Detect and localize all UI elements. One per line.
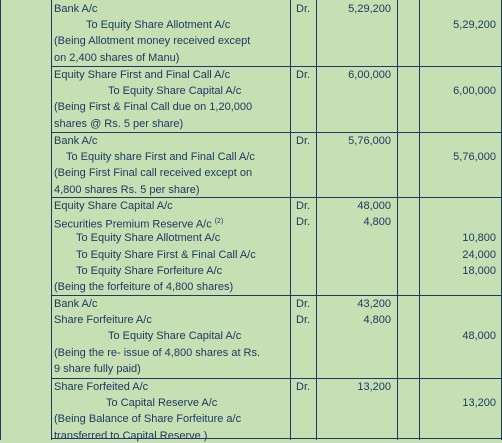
column-divider [397, 0, 398, 440]
particulars-text: (Being the re- issue of 4,800 shares at … [54, 346, 261, 359]
particulars-text: To Equity Share Allotment A/c [86, 19, 231, 32]
particulars-text: (Being Allotment money received except [54, 35, 251, 48]
credit-amount: 24,000 [462, 248, 496, 261]
particulars-text: on 2,400 shares of Manu) [54, 51, 180, 64]
credit-amount: 10,800 [462, 232, 496, 245]
dr-marker: Dr. [296, 200, 311, 212]
particulars-text: To Equity share First and Final Call A/c [66, 151, 255, 164]
particulars-text: (Being First & Final Call due on 1,20,00… [54, 101, 253, 114]
particulars-text: Bank A/c [54, 135, 98, 147]
debit-amount: 4,800 [363, 314, 391, 327]
particulars-text: (Being First Final call received except … [54, 167, 253, 180]
debit-amount: 5,29,200 [348, 3, 391, 15]
credit-amount: 13,200 [462, 397, 496, 410]
debit-amount: 6,00,000 [348, 69, 391, 81]
dr-marker: Dr. [296, 381, 311, 393]
particulars-text: Equity Share First and Final Call A/c [54, 69, 231, 81]
column-divider [51, 0, 52, 440]
credit-amount: 48,000 [462, 330, 496, 343]
particulars-text: shares @ Rs. 5 per share) [54, 117, 184, 130]
credit-amount: 5,76,000 [453, 151, 496, 164]
particulars-text: Securities Premium Reserve A/c (2) [54, 218, 224, 231]
dr-marker: Dr. [296, 298, 311, 310]
row-divider [51, 295, 502, 296]
particulars-text: Share Forfeited A/c [54, 381, 149, 393]
column-divider [316, 0, 317, 440]
footnote-marker: (2) [214, 218, 224, 226]
dr-marker: Dr. [296, 3, 311, 15]
row-divider [51, 66, 502, 67]
particulars-text: 9 share fully paid) [54, 362, 141, 375]
debit-amount: 43,200 [357, 298, 391, 310]
particulars-text: To Equity Share Forfeiture A/c [76, 264, 223, 277]
column-divider [419, 0, 420, 440]
row-divider [51, 197, 502, 198]
dr-marker: Dr. [296, 69, 311, 81]
particulars-text: 4,800 shares Rs. 5 per share) [54, 183, 200, 196]
particulars-text: To Equity Share First & Final Call A/c [76, 248, 256, 261]
dr-marker: Dr. [296, 314, 311, 327]
dr-marker: Dr. [296, 216, 311, 229]
row-divider [51, 132, 502, 133]
row-divider [51, 438, 502, 439]
debit-amount: 48,000 [357, 200, 391, 212]
particulars-text: (Being the forfeiture of 4,800 shares) [54, 281, 234, 293]
particulars-text: To Equity Share Capital A/c [108, 85, 242, 98]
particulars-text: Bank A/c [54, 3, 98, 15]
particulars-text: To Capital Reserve A/c [106, 397, 218, 410]
column-divider [290, 0, 291, 440]
debit-amount: 5,76,000 [348, 135, 391, 147]
particulars-text: Bank A/c [54, 298, 98, 310]
credit-amount: 18,000 [462, 264, 496, 277]
particulars-text: (Being Balance of Share Forfeiture a/c [54, 413, 242, 426]
particulars-text: Share Forfeiture A/c [54, 314, 152, 327]
dr-marker: Dr. [296, 135, 311, 147]
particulars-text: To Equity Share Capital A/c [108, 330, 242, 343]
particulars-text: transferred to Capital Reserve ) [54, 429, 208, 442]
credit-amount: 6,00,000 [453, 85, 496, 98]
debit-amount: 13,200 [357, 381, 391, 393]
column-divider [0, 0, 1, 440]
credit-amount: 5,29,200 [453, 19, 496, 32]
particulars-text: Equity Share Capital A/c [54, 200, 173, 212]
debit-amount: 4,800 [363, 216, 391, 229]
particulars-text: To Equity Share Allotment A/c [76, 232, 221, 245]
row-divider [51, 378, 502, 379]
